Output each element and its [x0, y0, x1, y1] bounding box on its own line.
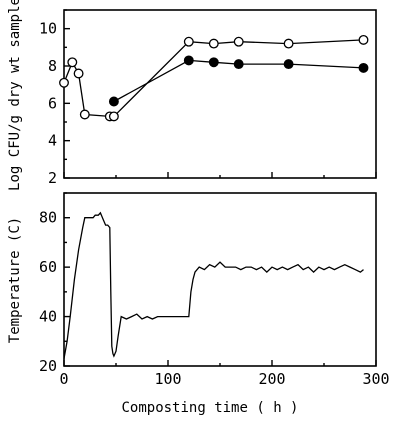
filled-circle-point	[108, 96, 119, 107]
top-panel-axis-ticks: 2 4 6 8 10	[39, 9, 377, 187]
filled-circle-point	[233, 59, 244, 70]
open-circle-point	[108, 111, 119, 122]
filled-circle-point	[283, 59, 294, 70]
top-panel-bacterial-counts: Log CFU/g dry wt sample 2 4 6 8 10	[7, 0, 377, 191]
bottom-panel-axis-ticks: 20 40 60 80 0 100 200 300	[39, 192, 390, 388]
top-y-tick-label: 10	[39, 20, 57, 38]
filled-circle-point	[358, 62, 369, 73]
top-y-tick-label: 4	[48, 132, 57, 150]
filled-circle-point	[208, 57, 219, 68]
filled-circle-point	[183, 55, 194, 66]
open-circle-point	[73, 68, 84, 79]
top-y-tick-label: 2	[48, 169, 57, 187]
bottom-x-tick-label: 0	[59, 370, 68, 388]
bottom-panel-series	[63, 211, 364, 359]
temperature-line	[63, 211, 364, 359]
bottom-y-tick-label: 40	[39, 308, 57, 326]
top-panel-frame	[63, 9, 377, 179]
top-series-line-0	[63, 39, 364, 118]
top-y-tick-label: 6	[48, 94, 57, 112]
open-circle-point	[79, 109, 90, 120]
bottom-y-tick-label: 20	[39, 357, 57, 375]
open-circle-point	[208, 38, 219, 49]
bottom-panel-y-axis-label: Temperature (C)	[7, 217, 23, 343]
bottom-y-tick-label: 60	[39, 258, 57, 276]
open-circle-point	[283, 38, 294, 49]
top-panel-y-axis-label: Log CFU/g dry wt sample	[7, 0, 23, 191]
bottom-panel-temperature: Temperature (C) Composting time ( h ) 20…	[7, 192, 390, 416]
open-circle-point	[183, 36, 194, 47]
top-series-line-1	[113, 59, 364, 103]
bottom-x-tick-label: 300	[362, 370, 389, 388]
open-circle-point	[358, 34, 369, 45]
open-circle-point	[67, 57, 78, 68]
bottom-x-tick-label: 100	[154, 370, 181, 388]
top-y-tick-label: 8	[48, 57, 57, 75]
bottom-x-tick-label: 200	[258, 370, 285, 388]
open-circle-point	[59, 77, 69, 88]
x-axis-label: Composting time ( h )	[121, 400, 298, 416]
top-panel-series	[59, 34, 369, 122]
open-circle-point	[233, 36, 244, 47]
bottom-y-tick-label: 80	[39, 209, 57, 227]
